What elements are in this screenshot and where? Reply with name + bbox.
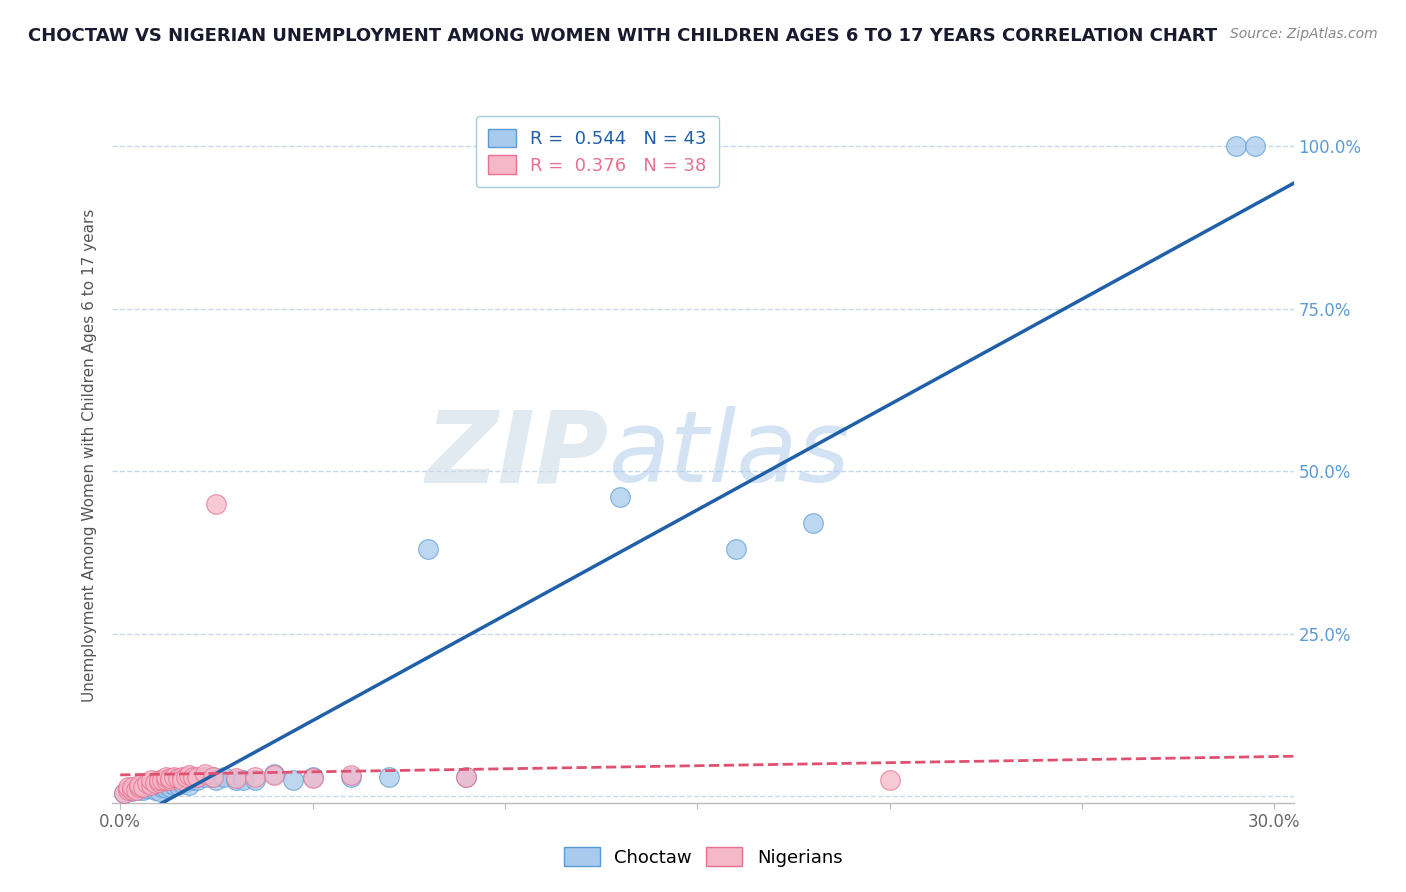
Point (148, 784, 170, 798)
Point (186, 770, 208, 784)
Point (163, 778, 186, 792)
Point (170, 770, 193, 784)
Point (301, 770, 323, 784)
Point (205, 772, 228, 787)
Point (139, 778, 162, 792)
Point (243, 772, 266, 787)
Point (232, 772, 254, 787)
Point (121, 780, 143, 794)
Point (159, 776, 181, 790)
Point (263, 768, 285, 782)
Point (159, 772, 181, 787)
Point (128, 780, 150, 794)
Point (225, 772, 247, 787)
Point (148, 778, 170, 792)
Point (170, 772, 193, 787)
Point (301, 771, 323, 785)
Point (148, 772, 170, 787)
Point (143, 776, 166, 790)
Point (243, 770, 266, 784)
Point (263, 766, 285, 780)
Point (609, 490, 631, 504)
Text: CHOCTAW VS NIGERIAN UNEMPLOYMENT AMONG WOMEN WITH CHILDREN AGES 6 TO 17 YEARS CO: CHOCTAW VS NIGERIAN UNEMPLOYMENT AMONG W… (28, 27, 1218, 45)
Point (1225, 139, 1247, 153)
Point (416, 542, 439, 557)
Point (132, 780, 155, 794)
Point (225, 771, 247, 785)
Point (155, 781, 177, 796)
Point (801, 516, 824, 531)
Point (152, 772, 174, 787)
Point (201, 770, 224, 784)
Point (283, 772, 305, 787)
Legend: Choctaw, Nigerians: Choctaw, Nigerians (557, 840, 849, 874)
Point (205, 497, 228, 511)
Point (155, 778, 177, 792)
Point (117, 780, 139, 794)
Point (170, 776, 193, 790)
Point (128, 782, 150, 797)
Point (139, 780, 162, 794)
Point (112, 786, 135, 800)
Point (194, 766, 217, 780)
Point (155, 770, 177, 784)
Point (112, 786, 135, 800)
Text: Source: ZipAtlas.com: Source: ZipAtlas.com (1230, 27, 1378, 41)
Text: atlas: atlas (609, 407, 851, 503)
Point (186, 772, 208, 787)
Point (201, 770, 224, 784)
Y-axis label: Unemployment Among Women with Children Ages 6 to 17 years: Unemployment Among Women with Children A… (82, 208, 97, 702)
Point (174, 770, 197, 784)
Point (159, 780, 181, 794)
Point (155, 772, 177, 787)
Point (139, 772, 162, 787)
Point (136, 781, 159, 796)
Point (148, 775, 170, 789)
Point (152, 780, 174, 794)
Legend: R =  0.544   N = 43, R =  0.376   N = 38: R = 0.544 N = 43, R = 0.376 N = 38 (475, 116, 718, 187)
Point (456, 770, 478, 784)
Point (167, 771, 190, 785)
Point (159, 771, 181, 785)
Point (136, 776, 159, 790)
Point (194, 770, 217, 784)
Point (456, 770, 478, 784)
Point (181, 772, 204, 787)
Point (340, 768, 363, 782)
Point (121, 784, 143, 798)
Point (179, 768, 201, 782)
Point (163, 770, 186, 784)
Point (212, 770, 235, 784)
Point (132, 782, 155, 797)
Point (724, 542, 747, 557)
Point (1244, 139, 1267, 153)
Point (167, 778, 190, 792)
Point (879, 772, 901, 787)
Point (179, 772, 201, 787)
Point (179, 778, 201, 792)
Point (124, 782, 146, 797)
Text: ZIP: ZIP (426, 407, 609, 503)
Point (167, 775, 190, 789)
Point (378, 770, 401, 784)
Point (128, 778, 150, 792)
Point (340, 770, 363, 784)
Point (143, 782, 166, 797)
Point (174, 775, 197, 789)
Point (128, 780, 150, 794)
Point (121, 782, 143, 797)
Point (117, 782, 139, 797)
Point (181, 770, 204, 784)
